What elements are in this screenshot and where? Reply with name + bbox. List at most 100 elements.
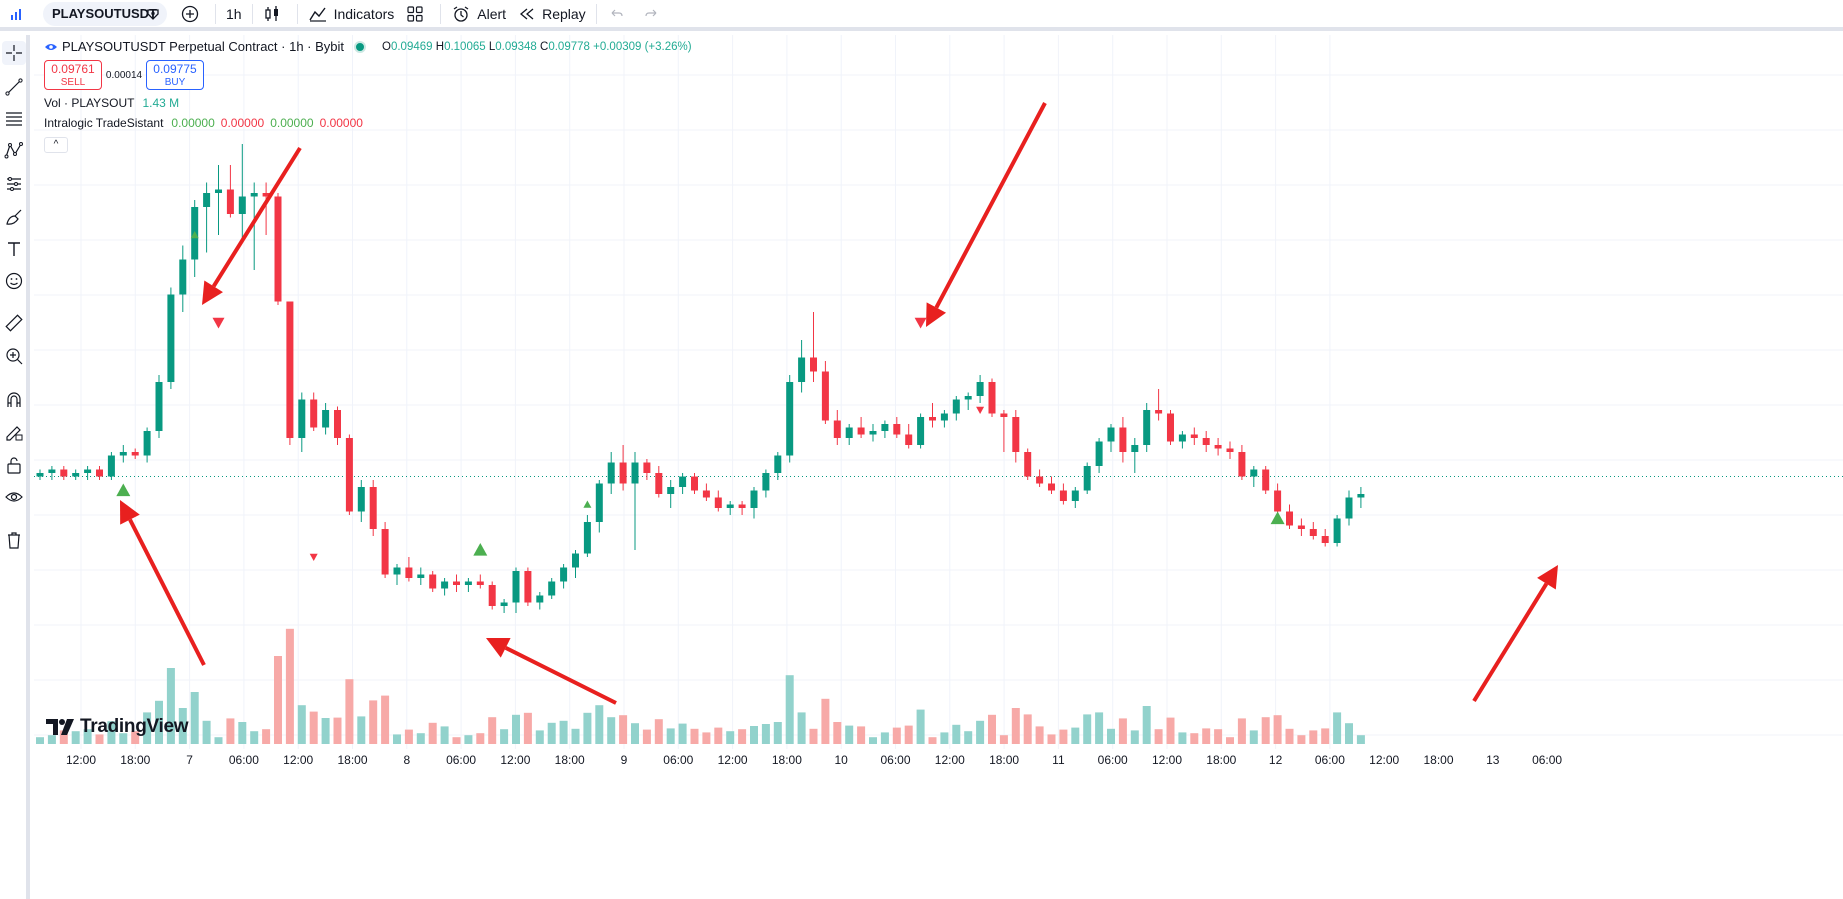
time-axis-label: 18:00	[120, 753, 151, 767]
volume-bar	[631, 723, 639, 744]
ruler-icon[interactable]	[2, 311, 26, 335]
volume-bar	[95, 734, 104, 744]
candle-body	[167, 294, 175, 382]
emoji-icon[interactable]	[2, 269, 26, 293]
candle-body	[1155, 410, 1163, 414]
candle-body	[845, 427, 853, 438]
divider	[215, 3, 216, 24]
trash-icon[interactable]	[2, 528, 26, 552]
candle-body	[96, 469, 103, 477]
annotation-arrow	[1472, 582, 1549, 703]
candle-body	[655, 473, 663, 494]
volume-bar	[1130, 730, 1139, 744]
sell-signal-triangle	[309, 553, 318, 561]
price-chart[interactable]	[34, 35, 1843, 771]
symbol-search-button[interactable]: PLAYSOUTUSDT	[43, 1, 167, 26]
volume-bar	[1178, 732, 1187, 744]
volume-bar	[1083, 714, 1092, 744]
templates-button[interactable]	[400, 1, 436, 27]
indicators-button[interactable]: Indicators	[302, 1, 401, 27]
buy-signal-triangle	[116, 483, 131, 497]
candle-body	[691, 476, 698, 491]
volume-bar	[583, 712, 592, 744]
candle-body	[1131, 445, 1139, 452]
candle-body	[1274, 490, 1282, 512]
eye-icon[interactable]	[2, 485, 26, 509]
time-axis-label: 12:00	[1151, 753, 1183, 767]
time-axis-label: 8	[403, 753, 411, 767]
pattern-icon[interactable]	[2, 139, 26, 163]
time-axis-label: 18:00	[989, 753, 1020, 767]
candle-body	[48, 469, 56, 473]
fib-retracement-icon[interactable]	[2, 107, 26, 131]
undo-button[interactable]	[601, 1, 637, 27]
lock-pencil-icon[interactable]	[2, 420, 26, 444]
volume-bar	[83, 729, 92, 744]
volume-bar	[1059, 729, 1068, 744]
volume-bar	[595, 705, 604, 744]
volume-bar	[1285, 728, 1294, 744]
candle-body	[155, 382, 163, 431]
indicators-label: Indicators	[333, 5, 395, 22]
time-axis-label: 06:00	[1532, 753, 1563, 767]
candle-body	[1238, 452, 1246, 477]
compare-button[interactable]	[175, 1, 211, 27]
chart-type-button[interactable]	[257, 1, 293, 27]
tradingview-logo[interactable]: TradingView	[46, 716, 189, 738]
annotation-arrow	[504, 646, 617, 705]
candle-body	[786, 382, 794, 456]
candle-body	[310, 399, 318, 428]
volume-bar	[428, 722, 437, 744]
symbol-legend: PLAYSOUTUSDT Perpetual Contract · 1h · B…	[44, 39, 692, 54]
candle-body	[810, 357, 817, 372]
interval-button[interactable]: 1h	[226, 5, 242, 22]
forecast-icon[interactable]	[2, 172, 26, 196]
volume-bar	[619, 715, 628, 744]
app-menu-icon[interactable]	[4, 1, 30, 27]
candle-body	[215, 189, 222, 193]
lock-icon[interactable]	[2, 453, 26, 477]
volume-bar	[1226, 737, 1234, 744]
sell-button[interactable]: 0.09761 SELL	[44, 60, 102, 90]
volume-bar	[512, 714, 520, 744]
volume-bar	[666, 728, 675, 744]
time-axis[interactable]: 12:00 18:00 7 06:00 12:00 18:00 8 06:00 12:00 18:…	[34, 749, 1843, 771]
trend-line-icon[interactable]	[2, 75, 26, 99]
volume-bar	[1345, 723, 1353, 744]
volume-bar	[464, 735, 473, 744]
volume-bar	[250, 731, 259, 744]
divider	[595, 3, 597, 24]
volume-bar	[36, 737, 44, 744]
candle-body	[1012, 417, 1020, 452]
volume-bar	[523, 712, 532, 744]
replay-button[interactable]: Replay	[512, 1, 592, 27]
alert-label: Alert	[477, 5, 507, 22]
chart-pane[interactable]: PLAYSOUTUSDT Perpetual Contract · 1h · B…	[34, 35, 1843, 899]
collapse-legend-button[interactable]: ^	[44, 137, 68, 153]
brush-icon[interactable]	[2, 205, 26, 229]
candle-body	[1214, 445, 1222, 449]
volume-bar	[714, 727, 723, 744]
watch-icon[interactable]	[145, 6, 161, 25]
alert-button[interactable]: Alert	[445, 1, 512, 27]
crosshair-icon[interactable]	[2, 41, 26, 65]
indicator-name: Intralogic TradeSistant	[44, 116, 164, 130]
candle-body	[524, 571, 532, 603]
buy-signal-triangle	[583, 500, 592, 508]
redo-button[interactable]	[637, 1, 673, 27]
volume-bar	[809, 728, 818, 744]
magnet-icon[interactable]	[2, 388, 26, 412]
volume-bar	[262, 729, 271, 744]
buy-button[interactable]: 0.09775 BUY	[146, 60, 204, 90]
volume-bar	[571, 728, 580, 744]
candle-body	[1250, 469, 1258, 477]
zoom-in-icon[interactable]	[2, 344, 26, 368]
indicator-value: 0.00000	[171, 116, 215, 130]
volume-bar	[107, 721, 116, 744]
tradingview-logo-icon	[46, 719, 74, 735]
volume-bar	[952, 724, 961, 744]
text-tool-icon[interactable]	[2, 237, 26, 261]
time-axis-label: 12:00	[283, 753, 314, 767]
candle-body	[548, 581, 556, 596]
volume-bar	[1273, 715, 1282, 744]
